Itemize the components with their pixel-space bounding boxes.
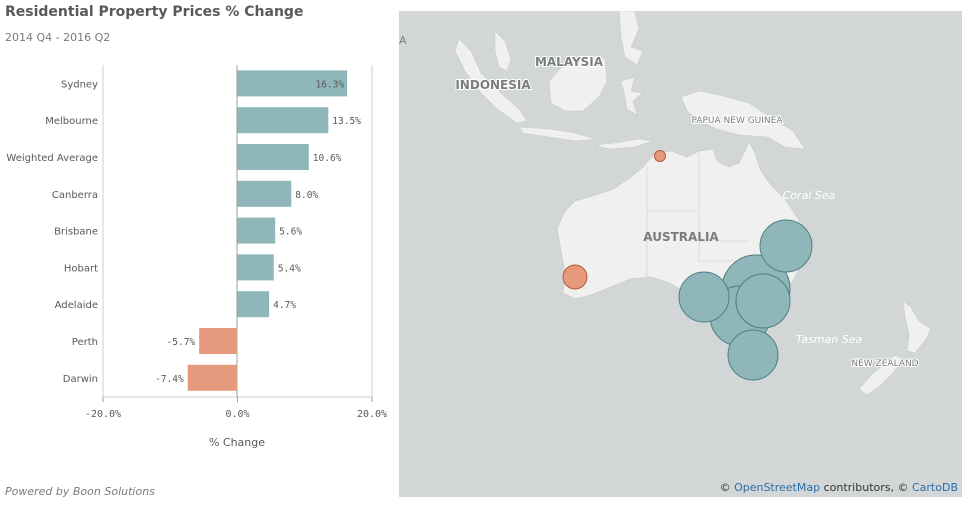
bubble-brisbane[interactable] [759, 219, 813, 273]
map-attribution: © OpenStreetMap contributors, © CartoDB [720, 481, 958, 494]
bubble-perth[interactable] [562, 264, 588, 290]
bar-adelaide[interactable] [237, 291, 270, 318]
bar-perth[interactable] [199, 328, 238, 354]
powered-by-footer: Powered by Boon Solutions [5, 485, 155, 498]
map-label-australia: AUSTRALIA [643, 230, 719, 244]
contributors-text: contributors, [823, 481, 894, 494]
category-label: Weighted Average [6, 153, 98, 164]
map-label-malaysia: MALAYSIA [535, 55, 604, 69]
map-label-tasman-sea: Tasman Sea [796, 333, 863, 346]
land-malay-peninsula [494, 30, 512, 72]
chart-title: Residential Property Prices % Change [5, 4, 304, 20]
copyright-symbol: © [719, 481, 731, 494]
bubble-adelaide[interactable] [678, 271, 730, 323]
category-label: Sydney [61, 79, 98, 90]
x-tick-label: 0.0% [225, 409, 249, 420]
bar-value-label: 5.6% [279, 227, 302, 238]
bubble-hobart[interactable] [727, 329, 779, 381]
bar-value-label: -7.4% [155, 374, 184, 385]
map-label-coral-sea: Coral Sea [783, 189, 836, 202]
bar-value-label: 10.6% [313, 153, 342, 164]
x-axis-label: % Change [209, 436, 265, 449]
land-java [518, 126, 596, 142]
bar-brisbane[interactable] [237, 217, 276, 244]
bar-value-label: -5.7% [167, 337, 196, 348]
map-canvas[interactable]: A MALAYSIA INDONESIA PAPUA NEW GUINEA Co… [399, 11, 962, 497]
copyright-symbol-2: © [897, 481, 909, 494]
map-panel[interactable]: A MALAYSIA INDONESIA PAPUA NEW GUINEA Co… [399, 11, 962, 497]
bars-group: Sydney 16.3% Melbourne 13.5% Weighted Averag… [6, 70, 387, 420]
land-sumatra [454, 38, 528, 124]
category-label: Hobart [64, 263, 98, 274]
land-sulawesi [620, 76, 644, 116]
bar-canberra[interactable] [237, 180, 292, 207]
category-label: Adelaide [55, 300, 98, 311]
bar-hobart[interactable] [237, 254, 274, 281]
category-label: Canberra [52, 190, 98, 201]
bar-melbourne[interactable] [237, 107, 329, 134]
openstreetmap-link[interactable]: OpenStreetMap [734, 481, 821, 494]
category-label: Brisbane [54, 227, 98, 238]
category-label: Darwin [63, 374, 98, 385]
land-nz-south [858, 354, 904, 396]
bar-value-label: 16.3% [316, 79, 345, 90]
bar-value-label: 4.7% [273, 300, 296, 311]
land-philippines [618, 11, 644, 66]
map-label-papua: PAPUA NEW GUINEA [691, 116, 783, 126]
land-new-guinea [680, 90, 806, 150]
bar-value-label: 13.5% [332, 116, 361, 127]
category-label: Melbourne [45, 116, 98, 127]
cartodb-link[interactable]: CartoDB [911, 481, 958, 494]
category-label: Perth [72, 337, 98, 348]
x-tick-label: 20.0% [357, 409, 387, 420]
map-label-new-zealand: NEW ZEALAND [851, 359, 918, 369]
bar-chart: Sydney 16.3% Melbourne 13.5% Weighted Averag… [6, 65, 387, 449]
map-label-edge: A [399, 34, 407, 47]
chart-subtitle: 2014 Q4 - 2016 Q2 [5, 31, 111, 44]
map-label-indonesia: INDONESIA [455, 78, 531, 92]
land-nz-north [902, 300, 932, 354]
land-timor [594, 138, 654, 150]
bar-weighted-average[interactable] [237, 144, 309, 170]
bar-sydney[interactable] [237, 70, 348, 97]
x-tick-label: -20.0% [85, 409, 121, 420]
bar-darwin[interactable] [187, 364, 238, 391]
bar-value-label: 8.0% [295, 190, 318, 201]
bar-value-label: 5.4% [278, 263, 301, 274]
land-borneo [548, 54, 608, 112]
bubble-darwin[interactable] [654, 150, 666, 162]
state-borders [646, 151, 755, 311]
bubble-melbourne[interactable] [735, 273, 791, 329]
